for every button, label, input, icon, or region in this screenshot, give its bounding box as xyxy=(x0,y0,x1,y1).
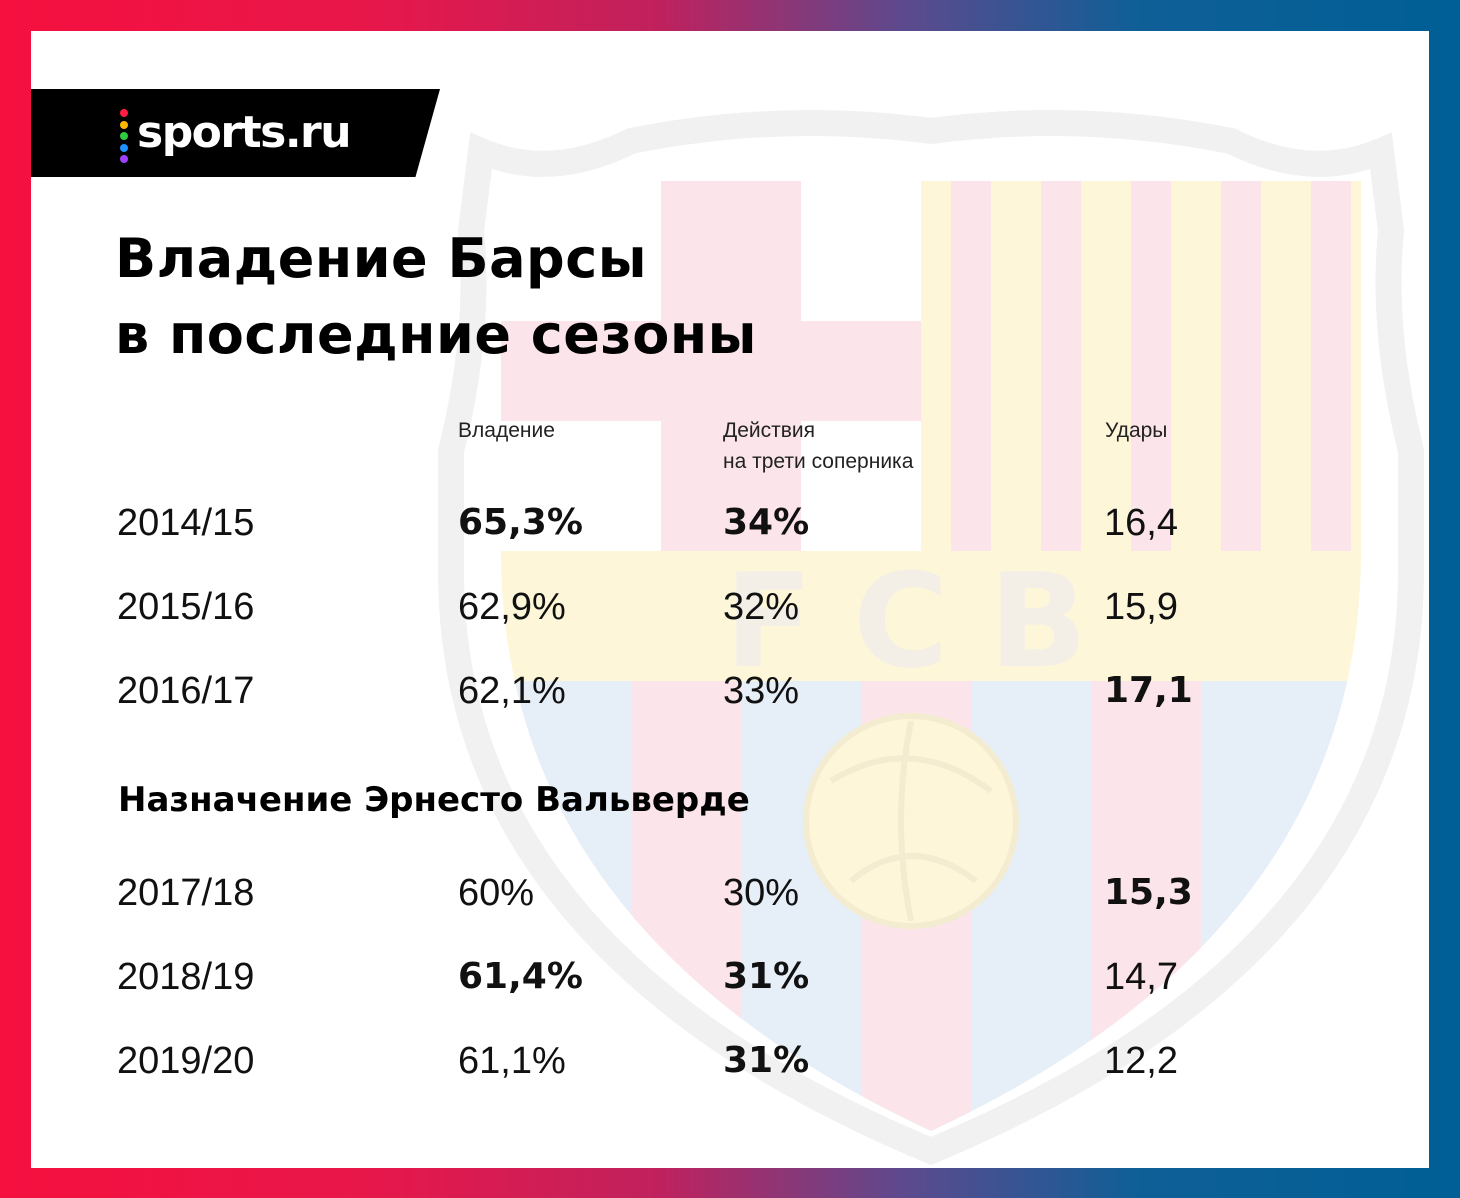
crest-stripes-quadrant xyxy=(921,181,1361,551)
cell-shots: 14,7 xyxy=(1104,956,1178,998)
column-header-final-third-line-1: Действия xyxy=(723,419,816,442)
crest-outline xyxy=(438,110,1424,1166)
cell-season: 2015/16 xyxy=(117,586,255,628)
cell-final-third: 33% xyxy=(723,670,800,712)
manager-appointment-note: Назначение Эрнесто Вальверде xyxy=(118,780,750,820)
crest-ball xyxy=(803,713,1019,929)
cell-final-third: 32% xyxy=(723,586,800,628)
column-header-final-third-line-2: на трети соперника xyxy=(723,450,914,473)
column-header-shots: Удары xyxy=(1105,419,1168,442)
cell-possession: 65,3% xyxy=(458,502,583,543)
logo-dot xyxy=(120,132,128,140)
cell-shots: 15,3 xyxy=(1104,872,1193,913)
cell-final-third: 34% xyxy=(723,502,810,543)
cell-final-third: 31% xyxy=(723,956,810,997)
infographic-card: FCB sports.ru Владение Барсы в последние… xyxy=(31,31,1429,1168)
cell-shots: 12,2 xyxy=(1104,1040,1178,1082)
logo-band xyxy=(31,89,440,177)
logo-dot xyxy=(120,120,128,129)
cell-possession: 60% xyxy=(458,872,535,914)
column-header-final-third: Действия на трети соперника xyxy=(723,415,913,477)
cell-possession: 61,4% xyxy=(458,956,583,997)
cell-possession: 61,1% xyxy=(458,1040,566,1082)
title-line-1: Владение Барсы xyxy=(115,227,648,290)
cell-possession: 62,1% xyxy=(458,670,566,712)
cell-season: 2016/17 xyxy=(117,670,255,712)
cell-final-third: 31% xyxy=(723,1040,810,1081)
page-title: Владение Барсы в последние сезоны xyxy=(115,221,757,373)
cell-shots: 16,4 xyxy=(1104,502,1178,544)
logo-dot xyxy=(120,143,128,152)
logo-dots-icon xyxy=(120,109,128,163)
cell-possession: 62,9% xyxy=(458,586,566,628)
crest-letter-band xyxy=(501,551,1361,681)
title-line-2: в последние сезоны xyxy=(115,303,757,366)
logo-dot xyxy=(120,155,128,163)
cell-season: 2017/18 xyxy=(117,872,255,914)
fcb-crest-watermark: FCB xyxy=(438,110,1424,1166)
crest-letters: FCB xyxy=(724,545,1127,697)
brand-logo: sports.ru xyxy=(137,107,352,158)
cell-final-third: 30% xyxy=(723,872,800,914)
cell-season: 2014/15 xyxy=(117,502,255,544)
cell-season: 2018/19 xyxy=(117,956,255,998)
cell-season: 2019/20 xyxy=(117,1040,255,1082)
column-header-possession: Владение xyxy=(458,419,555,442)
cell-shots: 15,9 xyxy=(1104,586,1178,628)
cell-shots: 17,1 xyxy=(1104,670,1193,711)
logo-dot xyxy=(120,109,128,117)
